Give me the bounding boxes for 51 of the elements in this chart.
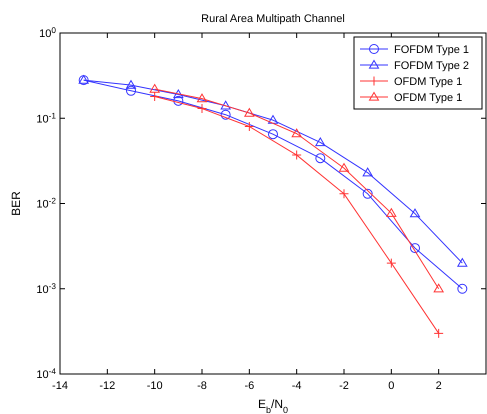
point bbox=[220, 110, 231, 120]
point bbox=[197, 94, 207, 102]
y-tick-label: 10$^{-2}$ bbox=[36, 196, 56, 210]
point bbox=[362, 188, 373, 199]
x-tick-label: 2 bbox=[436, 380, 442, 392]
point bbox=[410, 208, 420, 218]
legend-label: OFDM Type 1 bbox=[394, 76, 462, 88]
point bbox=[339, 163, 349, 172]
point bbox=[292, 150, 302, 160]
y-tick-label: 10$^{-3}$ bbox=[36, 281, 56, 296]
point bbox=[386, 208, 396, 217]
x-axis-title: E$_{b}$/N$_{0}$ bbox=[258, 397, 288, 414]
x-tick-label: 0 bbox=[388, 380, 394, 392]
y-axis-title: BER bbox=[9, 190, 23, 216]
chart-title: Rural Area Multipath Channel bbox=[201, 13, 345, 25]
point bbox=[126, 86, 136, 96]
point bbox=[315, 137, 326, 146]
x-tick-label: -6 bbox=[244, 380, 254, 392]
x-tick-label: -2 bbox=[339, 380, 349, 392]
point bbox=[457, 284, 468, 294]
point bbox=[244, 108, 254, 117]
point bbox=[292, 128, 302, 138]
point bbox=[434, 284, 444, 292]
x-tick-label: -12 bbox=[99, 380, 116, 392]
y-tick-label: 10$^{-1}$ bbox=[36, 110, 56, 126]
point bbox=[339, 188, 349, 199]
point bbox=[434, 328, 444, 338]
point bbox=[197, 104, 207, 114]
point bbox=[362, 168, 373, 176]
x-tick-label: -8 bbox=[197, 380, 207, 392]
legend-label: OFDM Type 1 bbox=[394, 92, 462, 104]
y-tick-label: 10$^{-4}$ bbox=[36, 366, 56, 381]
x-tick-label: -10 bbox=[146, 380, 163, 392]
point bbox=[173, 96, 184, 106]
legend-label: FOFDM Type 1 bbox=[394, 44, 469, 56]
x-tick-label: -14 bbox=[52, 380, 68, 392]
point bbox=[386, 258, 396, 268]
point bbox=[126, 80, 136, 89]
point bbox=[150, 84, 160, 93]
point bbox=[315, 153, 326, 164]
point bbox=[410, 243, 420, 254]
point bbox=[268, 115, 278, 124]
point bbox=[173, 89, 184, 98]
point bbox=[220, 100, 231, 110]
x-tick-label: -4 bbox=[292, 380, 302, 392]
legend-label: FOFDM Type 2 bbox=[394, 60, 469, 72]
point bbox=[457, 258, 468, 267]
y-tick-label: 10$^{0}$ bbox=[39, 26, 56, 40]
point bbox=[244, 122, 254, 132]
point bbox=[150, 91, 160, 102]
point bbox=[268, 129, 278, 140]
